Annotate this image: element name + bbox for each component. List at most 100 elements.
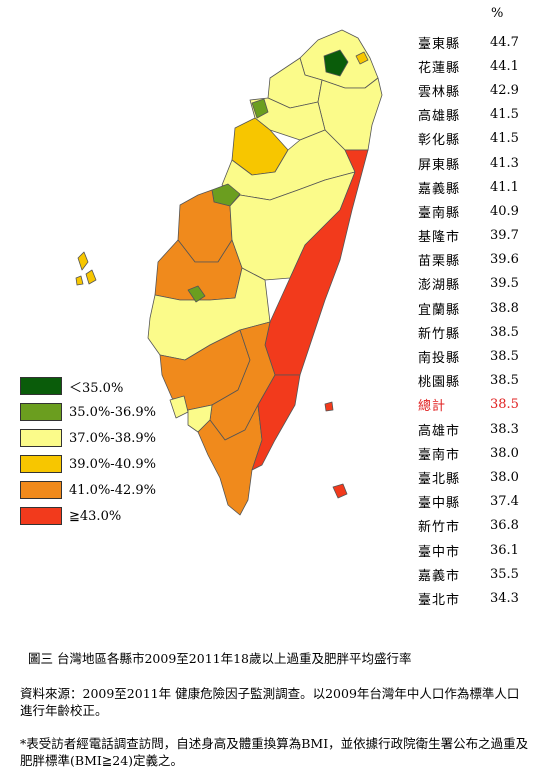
ranking-value: 41.5 [490, 107, 519, 123]
ranking-row: 苗栗縣 39.6 [418, 248, 538, 272]
region-keelung-city [355, 51, 369, 65]
ranking-row: 新竹市 36.8 [418, 514, 538, 538]
legend-swatch [20, 455, 62, 473]
ranking-region-name: 高雄市 [418, 423, 461, 439]
ranking-value: 42.9 [490, 82, 519, 98]
ranking-row: 彰化縣 41.5 [418, 127, 538, 151]
ranking-region-name: 桃園縣 [418, 375, 461, 391]
ranking-region-name: 屏東縣 [418, 157, 461, 173]
ranking-value: 38.8 [490, 300, 519, 316]
ranking-value: 41.5 [490, 131, 519, 147]
map-legend: ＜35.0% 35.0%-36.9% 37.0%-38.9% 39.0%-40.9% 4… [20, 376, 156, 532]
ranking-value: 38.0 [490, 445, 519, 461]
ranking-row: 臺中縣 37.4 [418, 490, 538, 514]
ranking-region-name: 臺北市 [418, 592, 461, 608]
figure-caption: 圖三 台灣地區各縣市2009至2011年18歲以上過重及肥胖平均盛行率 [28, 651, 412, 666]
ranking-region-name: 彰化縣 [418, 133, 461, 149]
ranking-region-name: 臺中縣 [418, 496, 461, 512]
region-hsinchu-city [251, 98, 269, 119]
ranking-region-name: 基隆市 [418, 230, 461, 246]
legend-swatch [20, 403, 62, 421]
ranking-region-name: 臺中市 [418, 544, 461, 560]
ranking-region-name: 澎湖縣 [418, 278, 461, 294]
ranking-row: 澎湖縣 39.5 [418, 272, 538, 296]
ranking-row: 花蓮縣 44.1 [418, 54, 538, 78]
ranking-value: 40.9 [490, 203, 519, 219]
ranking-row: 臺東縣 44.7 [418, 30, 538, 54]
ranking-value: 41.1 [490, 179, 519, 195]
ranking-region-name: 臺南市 [418, 447, 461, 463]
ranking-value: 36.8 [490, 518, 519, 534]
ranking-value: 39.7 [490, 228, 519, 244]
ranking-region-name: 高雄縣 [418, 109, 461, 125]
ranking-region-name: 臺東縣 [418, 36, 461, 52]
region-chiayi-city [187, 285, 206, 303]
legend-item: 37.0%-38.9% [20, 428, 156, 448]
legend-label: 39.0%-40.9% [69, 456, 156, 472]
ranking-unit: % [491, 6, 504, 21]
ranking-row: 嘉義縣 41.1 [418, 175, 538, 199]
ranking-table: 臺東縣 44.7 花蓮縣 44.1 雲林縣 42.9 高雄縣 41.5 彰化縣 41.5 屏東縣 41… [418, 30, 538, 611]
legend-label: 37.0%-38.9% [69, 430, 156, 446]
ranking-value: 36.1 [490, 542, 519, 558]
region-taitung-county [251, 374, 301, 471]
ranking-row: 臺北市 34.3 [418, 586, 538, 610]
legend-item: 39.0%-40.9% [20, 454, 156, 474]
region-taitung-orchid-island [332, 483, 348, 499]
ranking-value: 39.5 [490, 276, 519, 292]
legend-item: ≧43.0% [20, 506, 156, 526]
ranking-region-name: 宜蘭縣 [418, 302, 461, 318]
ranking-row: 桃園縣 38.5 [418, 369, 538, 393]
legend-label: ＜35.0% [69, 380, 124, 396]
ranking-value: 44.1 [490, 58, 519, 74]
ranking-row: 雲林縣 42.9 [418, 78, 538, 102]
ranking-row: 新竹縣 38.5 [418, 320, 538, 344]
ranking-region-name: 臺南縣 [418, 205, 461, 221]
ranking-value: 38.5 [490, 324, 519, 340]
ranking-row: 臺南市 38.0 [418, 441, 538, 465]
ranking-row: 宜蘭縣 38.8 [418, 296, 538, 320]
ranking-region-name: 雲林縣 [418, 84, 461, 100]
ranking-row: 臺南縣 40.9 [418, 199, 538, 223]
ranking-row: 高雄縣 41.5 [418, 103, 538, 127]
region-taipei-city [323, 49, 349, 77]
ranking-value: 41.3 [490, 155, 519, 171]
legend-label: 35.0%-36.9% [69, 404, 156, 420]
ranking-value: 34.3 [490, 590, 519, 606]
ranking-region-name: 花蓮縣 [418, 60, 461, 76]
ranking-value: 38.0 [490, 469, 519, 485]
ranking-value: 38.5 [490, 397, 519, 413]
ranking-region-name: 新竹市 [418, 520, 461, 536]
ranking-region-name: 苗栗縣 [418, 254, 461, 270]
ranking-value: 38.3 [490, 421, 519, 437]
ranking-region-name: 新竹縣 [418, 326, 461, 342]
footnote: *表受訪者經電話調查訪問，自述身高及體重換算為BMI，並依據行政院衛生署公布之過… [20, 736, 529, 768]
ranking-row: 臺北縣 38.0 [418, 465, 538, 489]
ranking-row: 南投縣 38.5 [418, 344, 538, 368]
ranking-row: 臺中市 36.1 [418, 538, 538, 562]
legend-label: ≧43.0% [69, 508, 122, 524]
legend-swatch [20, 481, 62, 499]
ranking-value: 44.7 [490, 34, 519, 50]
taiwan-map [75, 29, 383, 516]
ranking-region-name: 南投縣 [418, 351, 461, 367]
ranking-row: 高雄市 38.3 [418, 417, 538, 441]
legend-swatch [20, 429, 62, 447]
ranking-value: 38.5 [490, 349, 519, 365]
legend-item: 35.0%-36.9% [20, 402, 156, 422]
data-source: 資料來源：2009至2011年 健康危險因子監測調查。以2009年台灣年中人口作… [20, 686, 520, 718]
region-taitung-green-island [324, 401, 334, 412]
ranking-value: 35.5 [490, 566, 519, 582]
ranking-row: 屏東縣 41.3 [418, 151, 538, 175]
ranking-region-name: 嘉義市 [418, 568, 461, 584]
ranking-region-name: 嘉義縣 [418, 181, 461, 197]
legend-item: 41.0%-42.9% [20, 480, 156, 500]
legend-swatch [20, 507, 62, 525]
ranking-row: 總計 38.5 [418, 393, 538, 417]
ranking-row: 基隆市 39.7 [418, 224, 538, 248]
legend-swatch [20, 377, 62, 395]
ranking-value: 38.5 [490, 373, 519, 389]
ranking-value: 39.6 [490, 252, 519, 268]
ranking-value: 37.4 [490, 494, 519, 510]
region-penghu-county [75, 251, 97, 286]
